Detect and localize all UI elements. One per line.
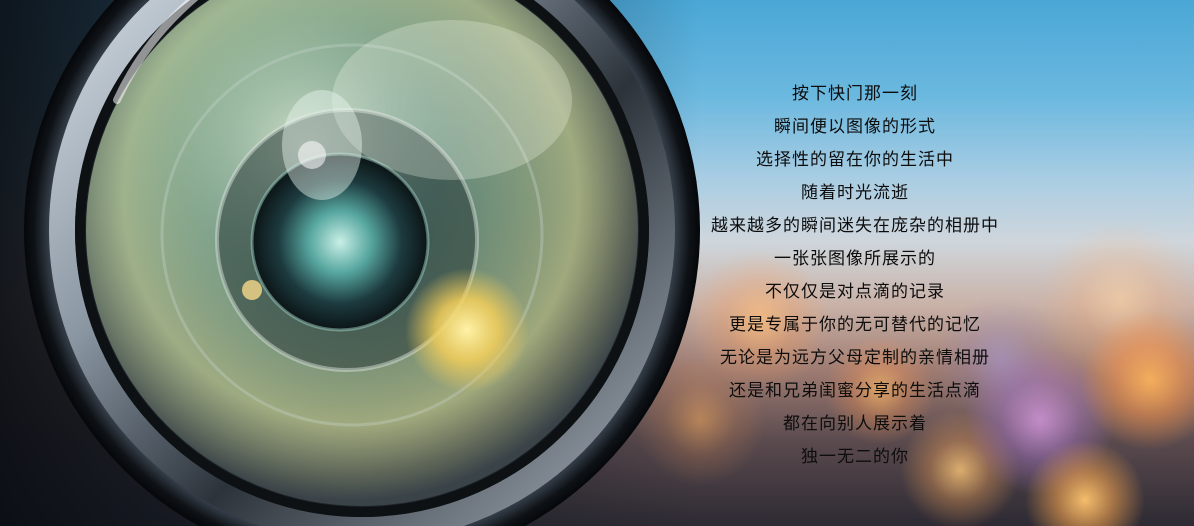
caption-line: 一张张图像所展示的 <box>774 249 936 269</box>
caption-line: 还是和兄弟闺蜜分享的生活点滴 <box>729 381 981 401</box>
caption-line: 越来越多的瞬间迷失在庞杂的相册中 <box>711 216 999 236</box>
camera-lens-image <box>22 0 702 526</box>
caption-line: 不仅仅是对点滴的记录 <box>765 282 945 302</box>
caption-line: 无论是为远方父母定制的亲情相册 <box>720 348 990 368</box>
caption-line: 选择性的留在你的生活中 <box>756 150 954 170</box>
caption-line: 按下快门那一刻 <box>792 84 918 104</box>
caption-line: 随着时光流逝 <box>801 183 909 203</box>
caption-line: 瞬间便以图像的形式 <box>774 117 936 137</box>
poem-caption: 按下快门那一刻 瞬间便以图像的形式 选择性的留在你的生活中 随着时光流逝 越来越… <box>640 78 1070 474</box>
camera-lens-icon <box>24 0 700 526</box>
caption-line: 更是专属于你的无可替代的记忆 <box>729 315 981 335</box>
caption-line: 独一无二的你 <box>801 447 909 467</box>
caption-line: 都在向别人展示着 <box>783 414 927 434</box>
